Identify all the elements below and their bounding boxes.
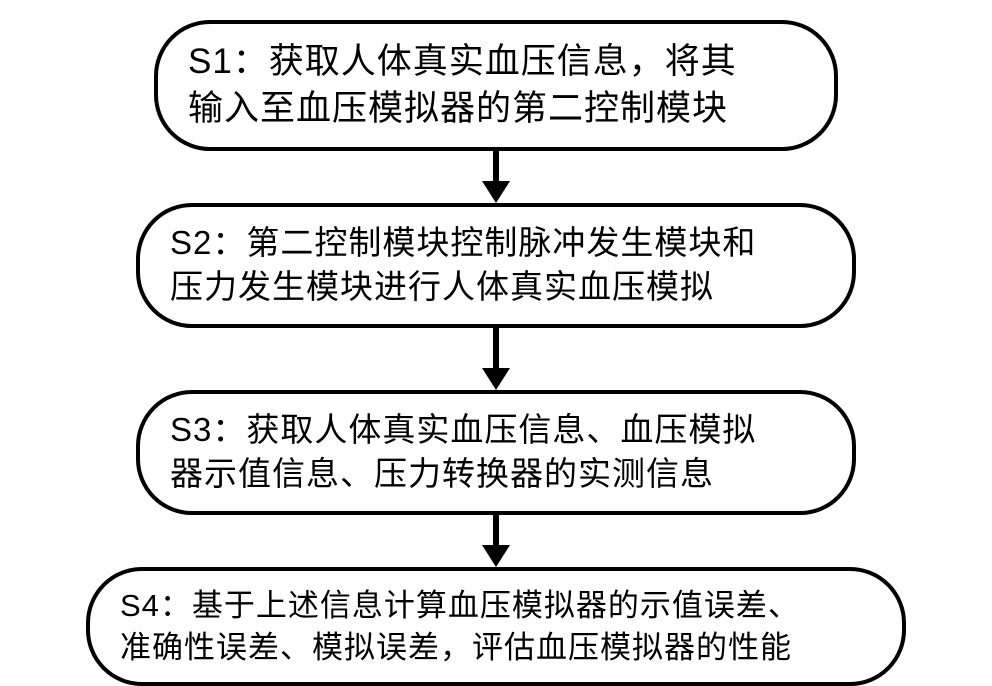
step-s1-line1: S1：获取人体真实血压信息，将其 <box>188 42 737 81</box>
step-s4-line2: 准确性误差、模拟误差，评估血压模拟器的性能 <box>120 630 792 665</box>
step-s1-line2: 输入至血压模拟器的第二控制模块 <box>188 89 728 128</box>
step-s2: S2：第二控制模块控制脉冲发生模块和 压力发生模块进行人体真实血压模拟 <box>136 203 856 328</box>
flowchart-container: S1：获取人体真实血压信息，将其 输入至血压模拟器的第二控制模块 S2：第二控制… <box>86 20 906 686</box>
step-s4: S4：基于上述信息计算血压模拟器的示值误差、 准确性误差、模拟误差，评估血压模拟… <box>86 567 906 686</box>
step-s3: S3：获取人体真实血压信息、血压模拟 器示值信息、压力转换器的实测信息 <box>136 390 856 515</box>
step-s1: S1：获取人体真实血压信息，将其 输入至血压模拟器的第二控制模块 <box>154 20 838 151</box>
step-s2-line2: 压力发生模块进行人体真实血压模拟 <box>170 268 714 305</box>
step-s3-line1: S3：获取人体真实血压信息、血压模拟 <box>170 411 756 448</box>
step-s2-line1: S2：第二控制模块控制脉冲发生模块和 <box>170 224 756 261</box>
step-s4-line1: S4：基于上述信息计算血压模拟器的示值误差、 <box>120 588 800 623</box>
step-s3-line2: 器示值信息、压力转换器的实测信息 <box>170 455 714 492</box>
